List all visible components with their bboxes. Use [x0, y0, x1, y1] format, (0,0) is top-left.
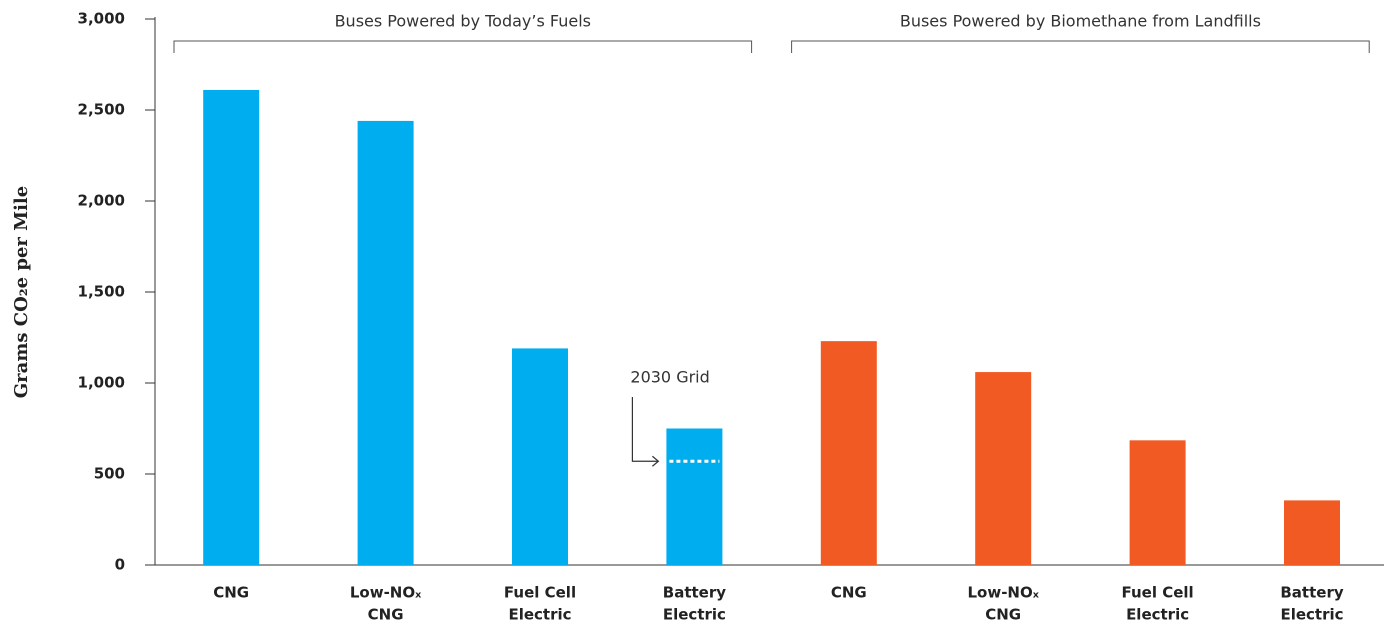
bar: [512, 348, 568, 565]
x-tick-label: Battery: [663, 584, 726, 602]
x-tick-label: CNG: [831, 584, 867, 602]
x-tick-label: CNG: [368, 606, 404, 624]
annotation-label: 2030 Grid: [630, 368, 709, 387]
y-axis-label: Grams CO₂e per Mile: [11, 186, 32, 398]
x-tick-label: Fuel Cell: [1122, 584, 1194, 602]
bar: [975, 372, 1032, 565]
x-tick-label: Battery: [1280, 584, 1343, 602]
bar: [1284, 500, 1340, 565]
y-tick-label: 0: [115, 556, 125, 574]
bar: [1129, 440, 1186, 565]
y-tick-label: 1,500: [78, 283, 125, 301]
group-label: Buses Powered by Biomethane from Landfil…: [900, 12, 1261, 31]
x-tick-label: Low-NOₓ: [350, 584, 422, 602]
y-tick-label: 2,500: [78, 101, 125, 119]
group-label: Buses Powered by Today’s Fuels: [335, 12, 591, 31]
annotation-arrowhead: [652, 455, 660, 467]
bar: [820, 341, 877, 565]
x-tick-label: Fuel Cell: [504, 584, 576, 602]
x-tick-label: Electric: [1126, 606, 1189, 624]
bar: [666, 428, 723, 565]
x-tick-label: CNG: [985, 606, 1021, 624]
y-tick-label: 1,000: [78, 374, 125, 392]
x-tick-label: Electric: [508, 606, 571, 624]
y-tick-label: 3,000: [78, 10, 125, 28]
x-tick-label: CNG: [213, 584, 249, 602]
bar: [203, 89, 260, 565]
x-tick-label: Low-NOₓ: [967, 584, 1039, 602]
annotation-arrow: [631, 397, 659, 462]
x-tick-label: Electric: [1280, 606, 1343, 624]
y-tick-label: 500: [94, 465, 125, 483]
y-tick-label: 2,000: [78, 192, 125, 210]
bar: [357, 120, 414, 566]
x-tick-label: Electric: [663, 606, 726, 624]
group-bracket: [173, 40, 753, 53]
group-bracket: [791, 40, 1370, 53]
